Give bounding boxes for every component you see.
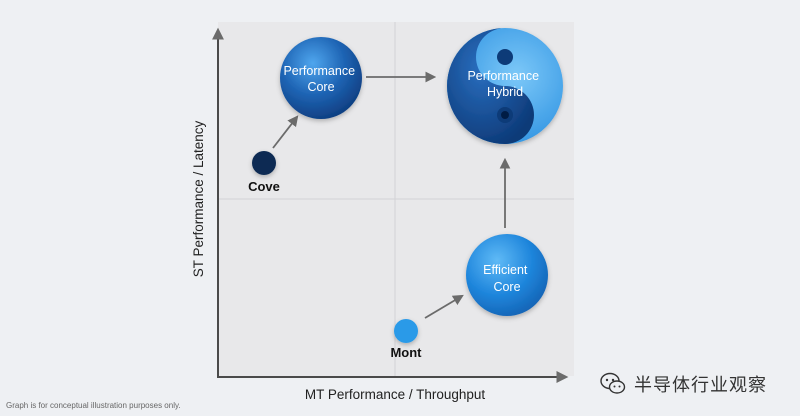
performance-core-node: Performance Core	[280, 37, 362, 119]
y-axis-label: ST Performance / Latency	[191, 120, 206, 277]
performance-hybrid-label: Performance Hybrid	[467, 69, 542, 99]
footnote: Graph is for conceptual illustration pur…	[6, 401, 181, 410]
mont-label: Mont	[390, 345, 422, 360]
cove-node	[252, 151, 276, 175]
arrow-cove-to-performance-core	[272, 115, 299, 149]
hybrid-dark-dot	[497, 49, 513, 65]
cove-label: Cove	[248, 179, 280, 194]
efficient-core-node: Efficient Core	[466, 234, 548, 316]
performance-hybrid-node: Performance Hybrid	[447, 28, 563, 144]
x-axis-label: MT Performance / Throughput	[305, 387, 486, 402]
efficient-core-label: Efficient Core	[483, 263, 531, 294]
performance-core-label: Performance Core	[283, 64, 358, 94]
mont-node	[394, 319, 418, 343]
watermark-text: 半导体行业观察	[634, 375, 767, 396]
watermark: 半导体行业观察	[600, 371, 767, 397]
wechat-icon	[600, 372, 626, 394]
arrow-mont-to-efficient-core	[424, 294, 464, 319]
